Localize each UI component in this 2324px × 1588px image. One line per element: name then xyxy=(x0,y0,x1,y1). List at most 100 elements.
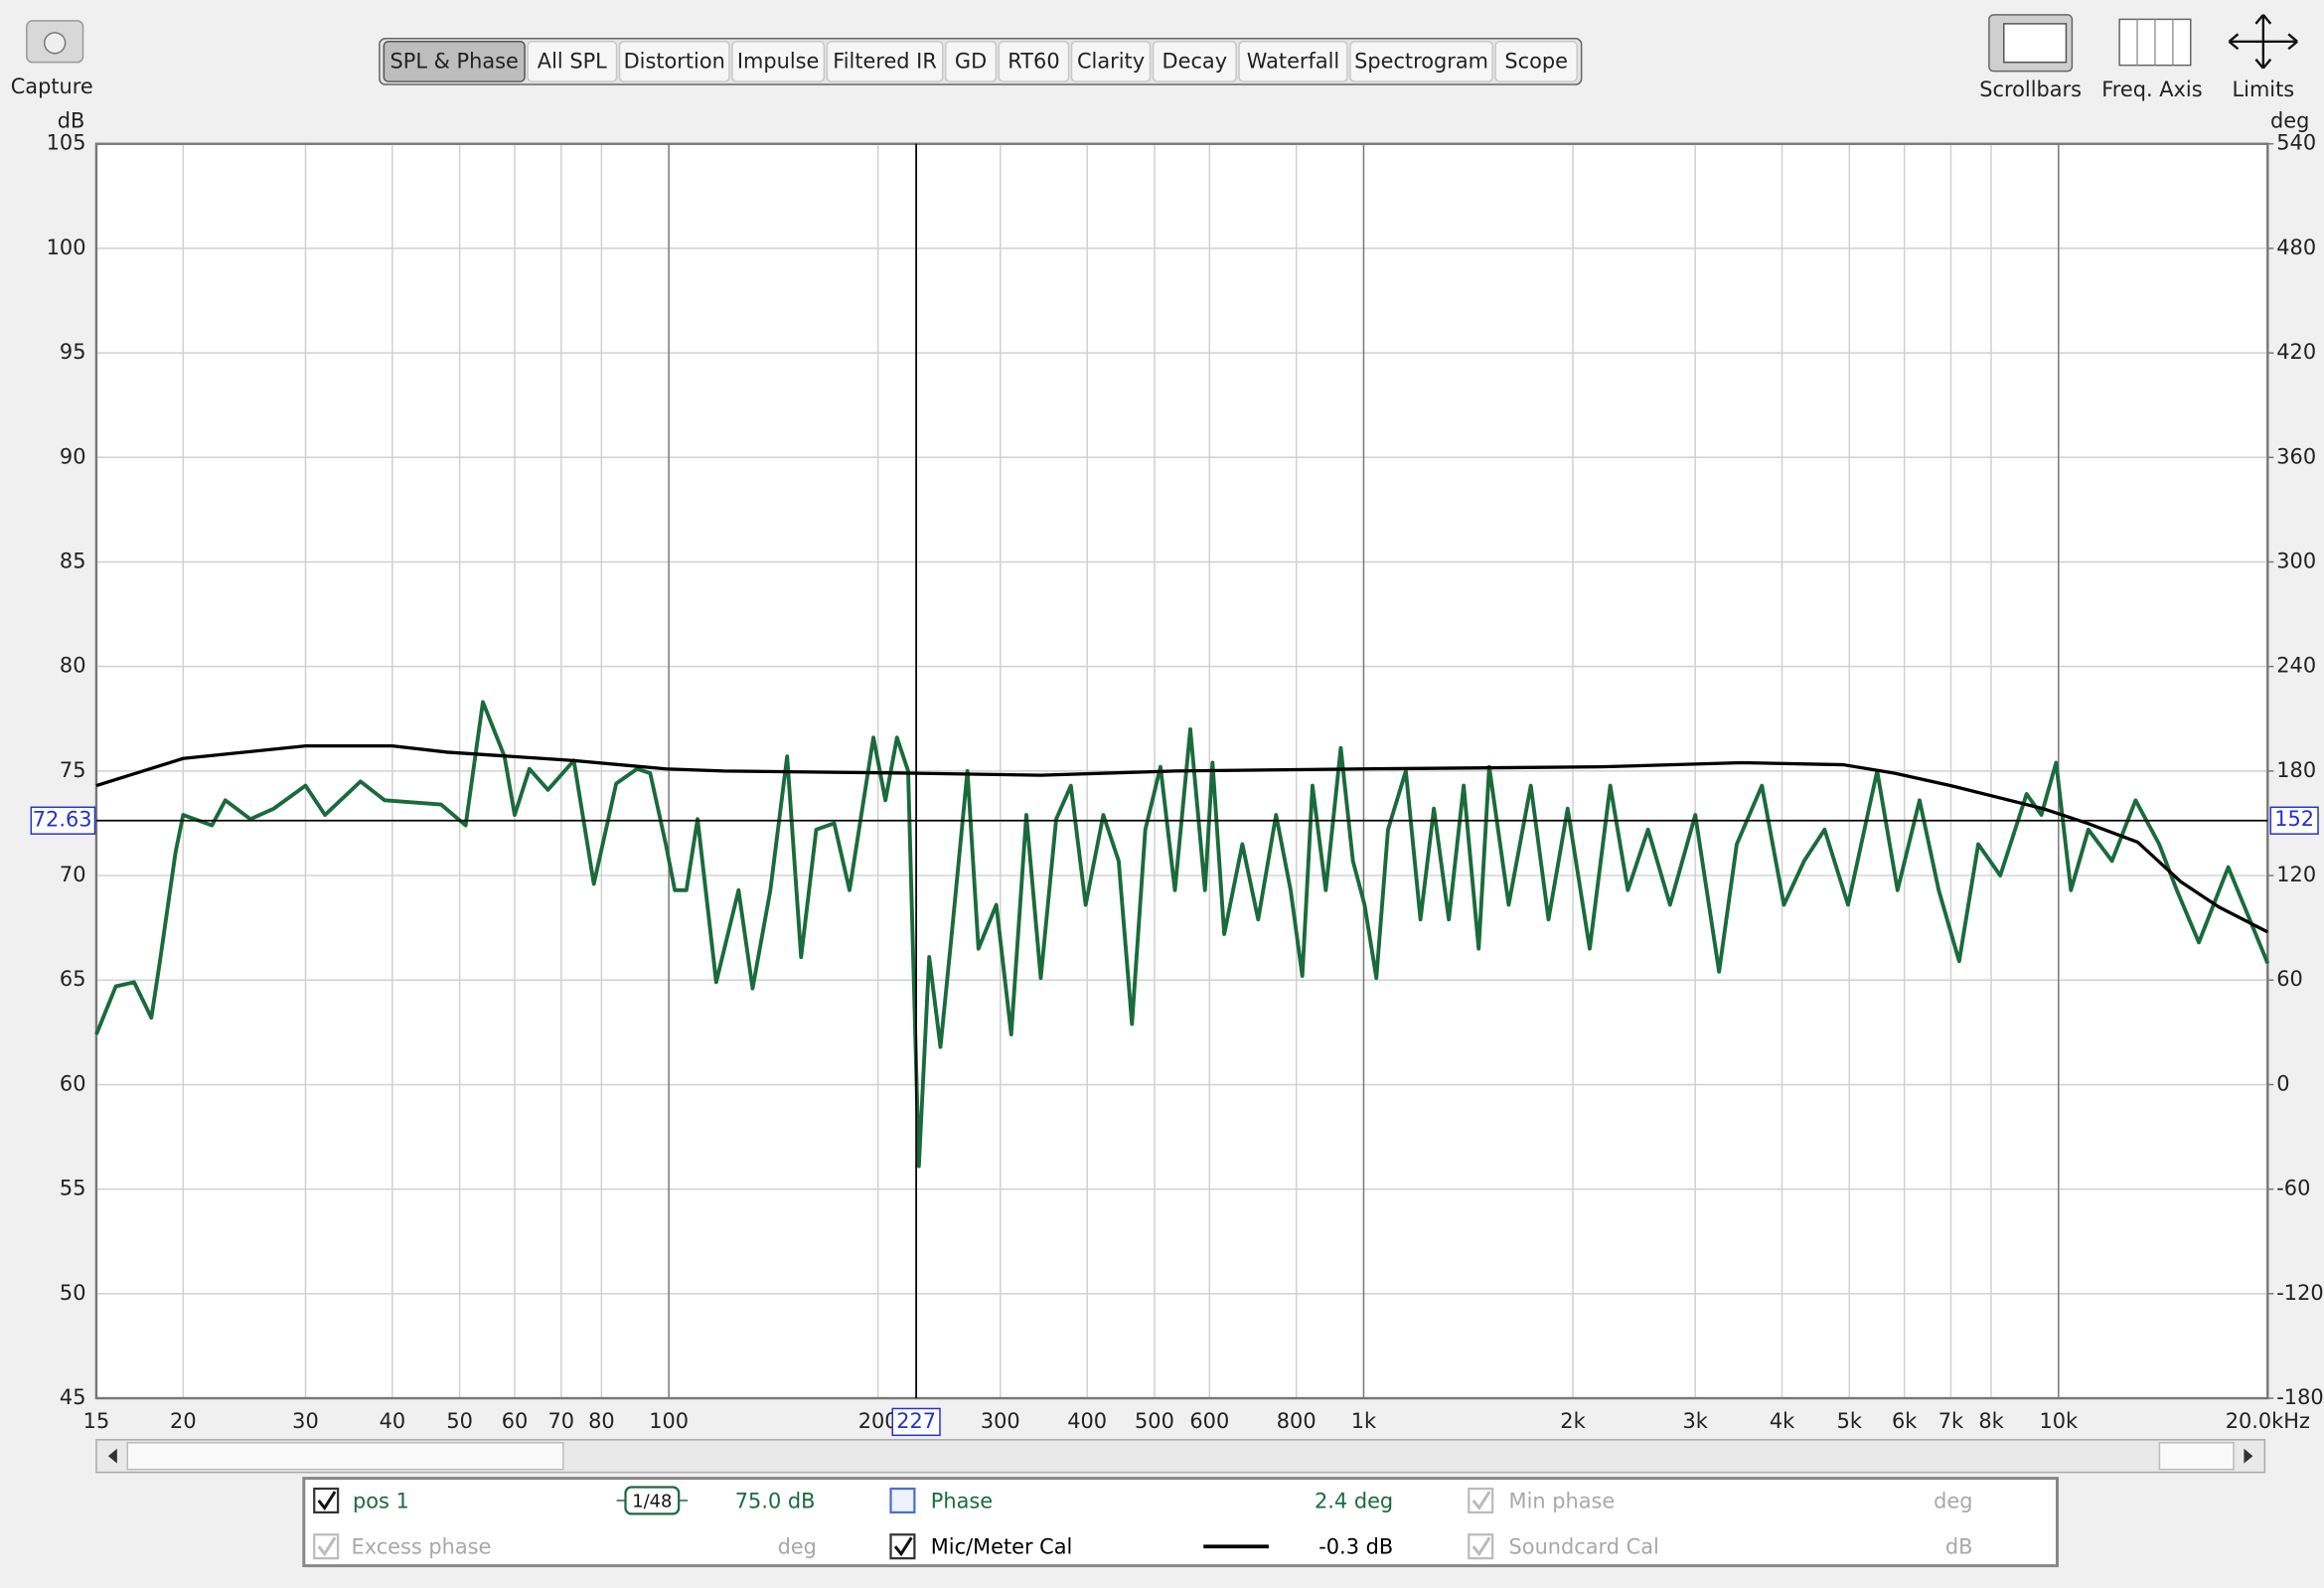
capture-button[interactable]: Capture xyxy=(11,20,93,98)
series-line xyxy=(95,743,2269,934)
y-tick-label: 55 xyxy=(60,1177,86,1200)
x-tick-label: 5k xyxy=(1837,1409,1863,1433)
cursor-y-box xyxy=(30,806,96,835)
tab[interactable] xyxy=(1070,41,1152,82)
tool-label[interactable]: Scrollbars xyxy=(1979,78,2082,101)
scroll-right[interactable] xyxy=(2244,1448,2253,1464)
y2-tick-label: 60 xyxy=(2276,967,2303,991)
tab-label[interactable]: Clarity xyxy=(1077,50,1145,74)
legend-value: 75.0 dB xyxy=(735,1489,816,1512)
y2-tick-label: -60 xyxy=(2276,1177,2310,1200)
series-line xyxy=(94,700,2270,1169)
y2-tick-label: 180 xyxy=(2276,758,2316,782)
y2-tick-label: -120 xyxy=(2276,1281,2323,1305)
tab[interactable] xyxy=(731,41,826,82)
x-tick-label: 600 xyxy=(1189,1409,1229,1433)
tab[interactable] xyxy=(1238,41,1348,82)
tab-label[interactable]: GD xyxy=(955,50,987,74)
checkmark[interactable] xyxy=(1472,1536,1491,1557)
legend-label[interactable]: Phase xyxy=(931,1489,993,1512)
tab-label[interactable]: Impulse xyxy=(737,50,819,74)
x-tick-label: 80 xyxy=(588,1409,615,1433)
y-tick-label: 95 xyxy=(60,340,86,364)
scrollbar-thumb-end[interactable] xyxy=(2158,1442,2235,1471)
cursor-x-label: 227 xyxy=(896,1409,936,1433)
tab[interactable] xyxy=(998,41,1070,82)
tab-label[interactable]: All SPL xyxy=(538,50,607,74)
y2-axis-label: deg xyxy=(2270,108,2309,132)
y2-tick-label: 120 xyxy=(2276,863,2316,886)
x-tick-label: 7k xyxy=(1938,1409,1964,1433)
capture-lens[interactable] xyxy=(44,32,67,55)
checkmark[interactable] xyxy=(1472,1491,1491,1510)
tab-label[interactable]: RT60 xyxy=(1007,50,1059,74)
tab[interactable] xyxy=(944,41,998,82)
legend-panel xyxy=(302,1477,2059,1568)
tab-label[interactable]: Filtered IR xyxy=(833,50,937,74)
y2-tick-label: 240 xyxy=(2276,654,2316,678)
legend-value: deg xyxy=(778,1535,817,1559)
y2-tick-label: 0 xyxy=(2276,1071,2289,1095)
legend-label[interactable]: Soundcard Cal xyxy=(1509,1535,1659,1559)
y2-tick-label: 420 xyxy=(2276,340,2316,364)
smoothing-label[interactable]: 1/48 xyxy=(632,1491,672,1511)
limits-icon[interactable] xyxy=(2228,14,2298,70)
plot-border xyxy=(94,142,2269,1400)
x-tick-label: 500 xyxy=(1135,1409,1174,1433)
scrollbars-icon-inner[interactable] xyxy=(2003,23,2068,64)
capture-label[interactable]: Capture xyxy=(11,75,93,98)
tab[interactable] xyxy=(527,41,618,82)
x-tick-label: 70 xyxy=(548,1409,575,1433)
tab-label[interactable]: Spectrogram xyxy=(1354,50,1488,74)
x-tick-label: 15 xyxy=(83,1409,110,1433)
legend-label[interactable]: Excess phase xyxy=(352,1535,492,1559)
checkmark[interactable] xyxy=(317,1536,337,1557)
x-tick-label: 2k xyxy=(1560,1409,1586,1433)
legend-value: -0.3 dB xyxy=(1318,1535,1393,1559)
legend-label[interactable]: Mic/Meter Cal xyxy=(931,1535,1073,1559)
tab[interactable] xyxy=(1494,41,1578,82)
tab[interactable] xyxy=(383,41,526,82)
y2-tick-label: 360 xyxy=(2276,444,2316,468)
y2-tick-label: 480 xyxy=(2276,236,2316,259)
x-tick-label: 800 xyxy=(1277,1409,1317,1433)
tab[interactable] xyxy=(618,41,730,82)
y-tick-label: 100 xyxy=(47,236,86,259)
cursor-y-label: 72.63 xyxy=(33,808,92,832)
tool-label[interactable]: Limits xyxy=(2233,78,2295,101)
tab[interactable] xyxy=(826,41,944,82)
tool-label[interactable]: Freq. Axis xyxy=(2101,78,2202,101)
x-tick-label: 200 xyxy=(858,1409,898,1433)
y-tick-label: 105 xyxy=(47,131,86,155)
tab-label[interactable]: Scope xyxy=(1504,50,1568,74)
scroll-left[interactable] xyxy=(107,1448,117,1464)
cursor-y2-label: 152 xyxy=(2274,807,2314,831)
y-tick-label: 45 xyxy=(60,1385,86,1409)
checkbox[interactable] xyxy=(889,1487,916,1514)
cursor-y2-box xyxy=(2269,806,2319,835)
tab-label[interactable]: SPL & Phase xyxy=(390,50,519,74)
x-tick-label: 1k xyxy=(1351,1409,1377,1433)
scrollbar-thumb[interactable] xyxy=(126,1442,564,1471)
y-tick-label: 60 xyxy=(60,1071,86,1095)
x-tick-label: 30 xyxy=(292,1409,319,1433)
legend-label[interactable]: pos 1 xyxy=(353,1489,409,1512)
legend-value: 2.4 deg xyxy=(1315,1489,1393,1512)
x-tick-label: 50 xyxy=(446,1409,473,1433)
legend-label[interactable]: Min phase xyxy=(1509,1489,1616,1512)
x-tick-label: 400 xyxy=(1067,1409,1107,1433)
x-tick-label: 6k xyxy=(1892,1409,1918,1433)
x-tick-label: 20 xyxy=(170,1409,197,1433)
checkmark[interactable] xyxy=(317,1491,337,1510)
x-tick-label: 8k xyxy=(1978,1409,2004,1433)
x-tick-label: 10k xyxy=(2039,1409,2079,1433)
tab[interactable] xyxy=(1349,41,1493,82)
tab-label[interactable]: Distortion xyxy=(624,50,725,74)
y-tick-label: 80 xyxy=(60,654,86,678)
tab-label[interactable]: Decay xyxy=(1162,50,1228,74)
tab-label[interactable]: Waterfall xyxy=(1247,50,1339,74)
x-tick-label: 20.0kHz xyxy=(2226,1409,2310,1433)
checkmark[interactable] xyxy=(893,1536,913,1557)
tab[interactable] xyxy=(1152,41,1237,82)
